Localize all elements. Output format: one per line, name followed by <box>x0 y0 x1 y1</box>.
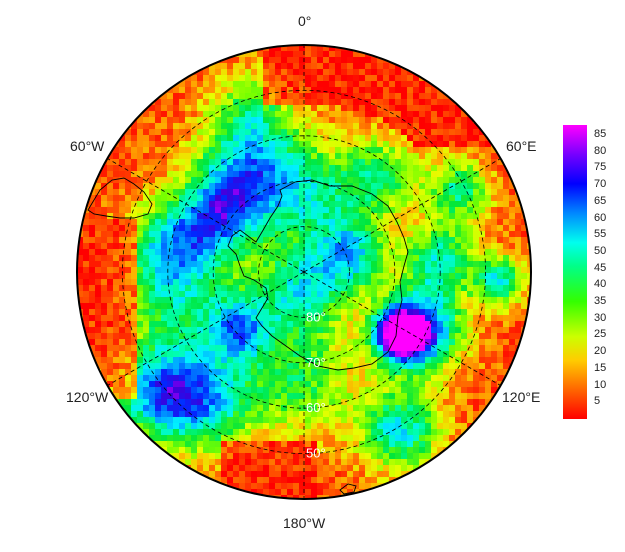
colorbar-tick-label: 70 <box>594 178 607 190</box>
meridian-line <box>107 158 305 273</box>
meridian-line <box>303 158 501 273</box>
longitude-label: 60°E <box>506 138 537 154</box>
colorbar-tick-label: 50 <box>594 245 607 257</box>
colorbar-tick-label: 15 <box>594 362 607 374</box>
colorbar-tick-label: 45 <box>594 262 607 274</box>
latitude-circle <box>121 89 487 455</box>
colorbar-tick-label: 25 <box>594 328 607 340</box>
colorbar <box>563 125 587 419</box>
meridian-line <box>107 271 305 386</box>
colorbar-tick-label: 60 <box>594 212 607 224</box>
map-outer-border <box>76 44 532 500</box>
colorbar-tick-label: 65 <box>594 195 607 207</box>
longitude-label: 0° <box>298 13 312 29</box>
latitude-label: 80° <box>306 309 326 324</box>
longitude-label: 60°W <box>70 138 105 154</box>
south-america-coastline <box>87 177 153 219</box>
latitude-label: 60° <box>306 400 326 415</box>
colorbar-tick-label: 55 <box>594 228 607 240</box>
longitude-label: 120°E <box>502 389 541 405</box>
colorbar-tick-label: 75 <box>594 161 607 173</box>
colorbar-tick-label: 40 <box>594 278 607 290</box>
new-zealand-coastline <box>339 483 357 495</box>
latitude-label: 50° <box>306 446 326 461</box>
colorbar-tick-label: 5 <box>594 395 601 407</box>
latitude-labels: 50° 60° 70° 80° <box>306 309 326 460</box>
longitude-label: 180°W <box>283 515 326 531</box>
coastlines <box>87 177 409 495</box>
longitude-label: 120°W <box>66 389 109 405</box>
colorbar-tick-label: 35 <box>594 295 607 307</box>
data-field <box>77 45 531 499</box>
colorbar-tick-label: 10 <box>594 379 607 391</box>
meridian-line <box>303 271 501 386</box>
antarctica-coastline <box>227 179 409 371</box>
colorbar-tick-label: 30 <box>594 312 607 324</box>
graticule <box>107 45 501 499</box>
latitude-label: 70° <box>306 355 326 370</box>
colorbar-tick-label: 80 <box>594 145 607 157</box>
colorbar-tick-label: 85 <box>594 128 607 140</box>
colorbar-tick-label: 20 <box>594 345 607 357</box>
